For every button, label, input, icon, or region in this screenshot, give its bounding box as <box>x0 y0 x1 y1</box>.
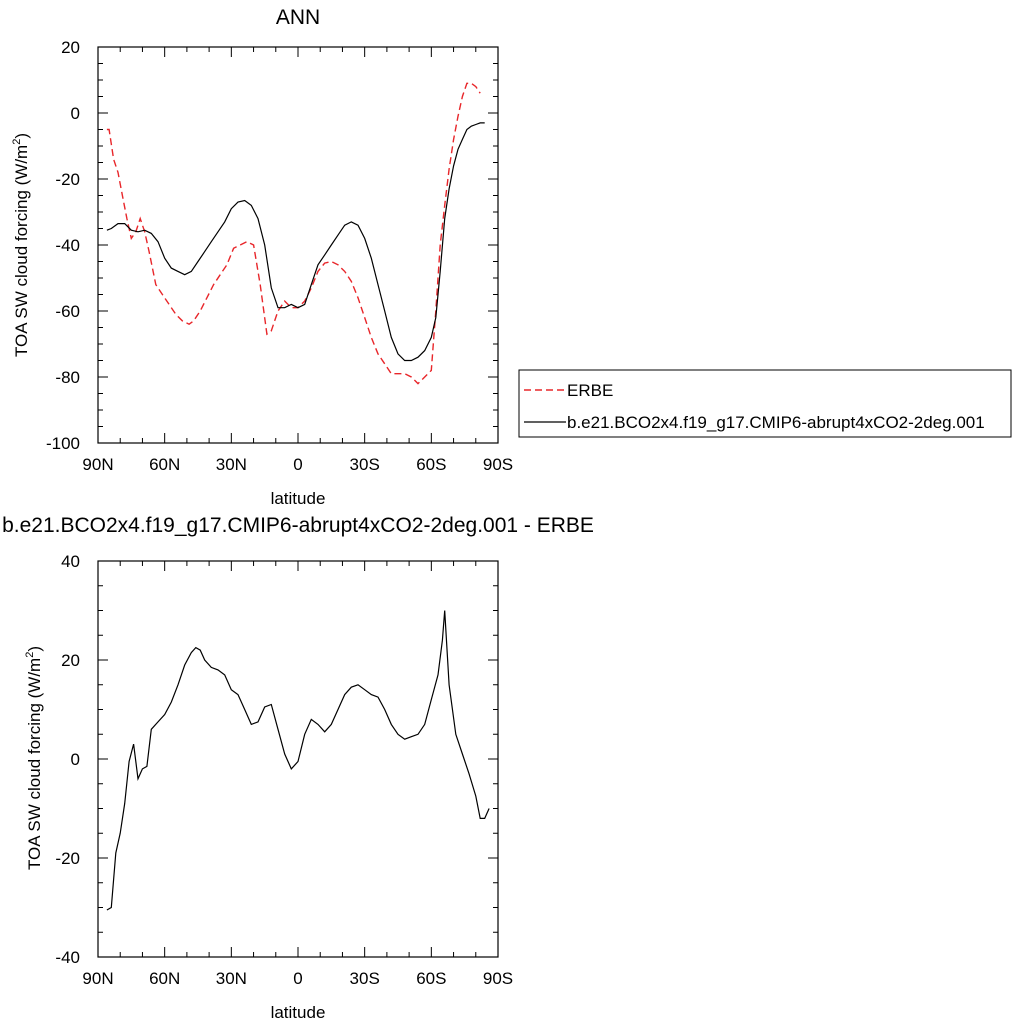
y-tick-label: 0 <box>71 104 80 123</box>
x-tick-label: 0 <box>293 455 302 474</box>
y-tick-label: 20 <box>61 38 80 57</box>
series-line-erbe <box>106 82 481 385</box>
legend-label-model: b.e21.BCO2x4.f19_g17.CMIP6-abrupt4xCO2-2… <box>567 413 985 432</box>
chart-difference: b.e21.BCO2x4.f19_g17.CMIP6-abrupt4xCO2-2… <box>2 514 594 1022</box>
y-axis-label: TOA SW cloud forcing (W/m2) <box>11 133 31 357</box>
legend-box <box>518 369 1012 438</box>
plot-frame <box>97 46 499 444</box>
legend: ERBE b.e21.BCO2x4.f19_g17.CMIP6-abrupt4x… <box>518 369 1012 438</box>
x-tick-label: 30S <box>350 969 380 988</box>
y-tick-label: 20 <box>61 651 80 670</box>
x-tick-label: 90N <box>82 455 113 474</box>
y-tick-label: -100 <box>46 434 80 453</box>
y-tick-label: -60 <box>55 302 80 321</box>
x-tick-label: 90S <box>483 969 513 988</box>
y-tick-label: 0 <box>71 750 80 769</box>
x-tick-label: 90N <box>82 969 113 988</box>
x-tick-label: 60S <box>416 455 446 474</box>
x-tick-label: 30N <box>216 455 247 474</box>
y-tick-label: -40 <box>55 236 80 255</box>
y-tick-label: -40 <box>55 948 80 967</box>
x-tick-label: 90S <box>483 455 513 474</box>
y-tick-label: -80 <box>55 368 80 387</box>
y-axis-label: TOA SW cloud forcing (W/m2) <box>24 646 44 870</box>
x-tick-label: 60S <box>416 969 446 988</box>
x-tick-label: 30N <box>216 969 247 988</box>
x-axis-label: latitude <box>271 489 326 508</box>
legend-label-erbe: ERBE <box>567 381 613 400</box>
x-tick-label: 30S <box>350 455 380 474</box>
chart-title: ANN <box>276 6 320 29</box>
y-tick-label: 40 <box>61 552 80 571</box>
x-tick-label: 0 <box>293 969 302 988</box>
chart-annual: ANN 90N 60N 30N 0 30S 60S 90S 20 0 -20 -40 -60 -80 -1… <box>11 6 1012 508</box>
x-tick-label: 60N <box>149 969 180 988</box>
chart-title: b.e21.BCO2x4.f19_g17.CMIP6-abrupt4xCO2-2… <box>2 514 594 537</box>
series-line-model <box>106 122 485 362</box>
y-tick-label: -20 <box>55 849 80 868</box>
x-tick-label: 60N <box>149 455 180 474</box>
y-tick-label: -20 <box>55 170 80 189</box>
series-line-difference <box>106 610 490 911</box>
x-axis-label: latitude <box>271 1003 326 1022</box>
